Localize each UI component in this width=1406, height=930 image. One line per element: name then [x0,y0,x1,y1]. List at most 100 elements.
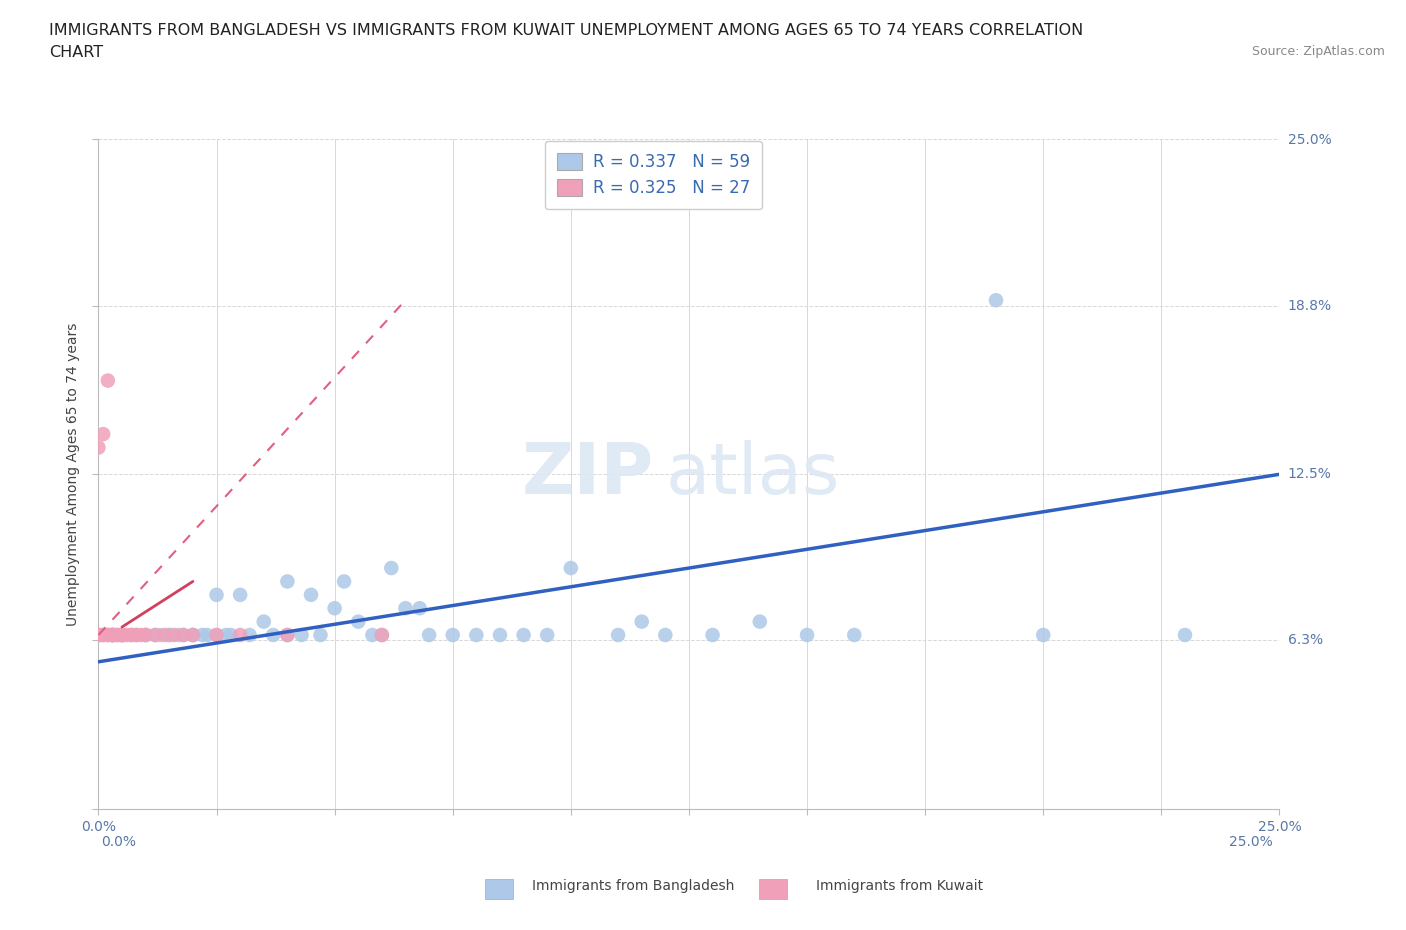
Text: 0.0%: 0.0% [101,834,136,849]
Point [239,628,262,643]
Text: 12.5%: 12.5% [1288,467,1331,482]
Point [205,588,228,603]
Text: ZIP: ZIP [522,440,654,509]
Point [121,628,143,643]
Point [1174,628,1197,643]
Point [87,628,110,643]
Point [143,628,166,643]
Point [101,628,124,643]
Point [465,628,488,643]
Point [215,628,238,643]
Point [157,628,180,643]
Point [489,628,512,643]
Point [97,373,120,388]
Text: 6.3%: 6.3% [1288,633,1323,647]
Text: 25.0%: 25.0% [1229,834,1272,849]
Point [1032,628,1054,643]
Point [125,628,148,643]
Point [630,614,652,629]
Point [172,628,194,643]
Point [111,628,134,643]
Point [101,628,124,643]
Point [309,628,332,643]
Point [181,628,204,643]
Text: Source: ZipAtlas.com: Source: ZipAtlas.com [1251,45,1385,58]
Point [101,628,124,643]
Point [172,628,194,643]
Point [87,440,110,455]
Point [702,628,724,643]
Text: CHART: CHART [49,45,103,60]
Point [347,614,370,629]
Text: IMMIGRANTS FROM BANGLADESH VS IMMIGRANTS FROM KUWAIT UNEMPLOYMENT AMONG AGES 65 : IMMIGRANTS FROM BANGLADESH VS IMMIGRANTS… [49,23,1084,38]
Point [135,628,157,643]
Point [380,561,402,576]
Point [844,628,866,643]
Point [91,427,114,442]
Point [111,628,134,643]
Point [87,628,110,643]
Point [253,614,276,629]
Y-axis label: Unemployment Among Ages 65 to 74 years: Unemployment Among Ages 65 to 74 years [66,323,80,626]
Point [607,628,630,643]
Point [111,628,134,643]
Point [121,628,143,643]
Point [191,628,214,643]
Point [97,628,120,643]
Point [418,628,440,643]
Point [87,628,110,643]
Point [129,628,152,643]
Point [105,628,128,643]
Point [125,628,148,643]
Point [323,601,346,616]
Point [984,293,1007,308]
Point [290,628,312,643]
Point [91,628,114,643]
Text: 18.8%: 18.8% [1288,299,1331,312]
Point [97,628,120,643]
Point [91,628,114,643]
Point [276,628,298,643]
Legend: R = 0.337   N = 59, R = 0.325   N = 27: R = 0.337 N = 59, R = 0.325 N = 27 [546,141,762,209]
Point [441,628,464,643]
Point [135,628,157,643]
Point [394,601,416,616]
Point [205,628,228,643]
Point [512,628,534,643]
Point [219,628,242,643]
Point [229,588,252,603]
Point [167,628,190,643]
Point [654,628,676,643]
Point [149,628,172,643]
Point [371,628,394,643]
Point [101,628,124,643]
Point [371,628,394,643]
Point [195,628,218,643]
Point [115,628,138,643]
Point [536,628,558,643]
Point [111,628,134,643]
Point [101,628,124,643]
Point [299,588,322,603]
Point [163,628,186,643]
Point [105,628,128,643]
Text: Immigrants from Bangladesh: Immigrants from Bangladesh [531,879,734,894]
Text: Immigrants from Kuwait: Immigrants from Kuwait [817,879,983,894]
Point [135,628,157,643]
Point [101,628,124,643]
Point [560,561,582,576]
Point [153,628,176,643]
Point [333,574,356,589]
Point [143,628,166,643]
Point [111,628,134,643]
Point [361,628,384,643]
Point [276,628,298,643]
Point [205,628,228,643]
Text: atlas: atlas [665,440,839,509]
Point [748,614,770,629]
Point [181,628,204,643]
Text: 25.0%: 25.0% [1288,132,1331,147]
Point [796,628,818,643]
Point [276,574,298,589]
Point [157,628,180,643]
